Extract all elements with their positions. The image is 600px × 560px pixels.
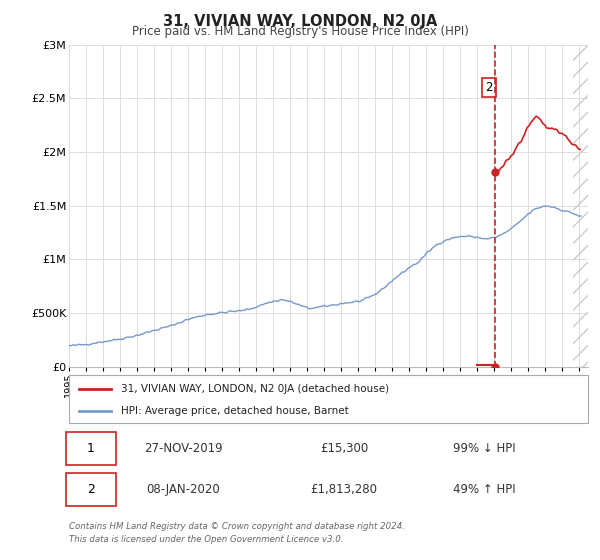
Text: 2: 2: [87, 483, 95, 496]
Text: 08-JAN-2020: 08-JAN-2020: [146, 483, 220, 496]
Text: HPI: Average price, detached house, Barnet: HPI: Average price, detached house, Barn…: [121, 406, 349, 416]
Text: 99% ↓ HPI: 99% ↓ HPI: [453, 442, 515, 455]
Text: 31, VIVIAN WAY, LONDON, N2 0JA: 31, VIVIAN WAY, LONDON, N2 0JA: [163, 14, 437, 29]
Text: Price paid vs. HM Land Registry's House Price Index (HPI): Price paid vs. HM Land Registry's House …: [131, 25, 469, 38]
Text: 27-NOV-2019: 27-NOV-2019: [144, 442, 223, 455]
Text: £15,300: £15,300: [320, 442, 368, 455]
Bar: [572, 45, 588, 367]
FancyBboxPatch shape: [67, 473, 116, 506]
FancyBboxPatch shape: [69, 375, 588, 423]
FancyBboxPatch shape: [67, 432, 116, 465]
Text: Contains HM Land Registry data © Crown copyright and database right 2024.: Contains HM Land Registry data © Crown c…: [69, 522, 405, 531]
Text: 31, VIVIAN WAY, LONDON, N2 0JA (detached house): 31, VIVIAN WAY, LONDON, N2 0JA (detached…: [121, 384, 389, 394]
Text: £1,813,280: £1,813,280: [311, 483, 377, 496]
Text: 2: 2: [485, 81, 493, 94]
Text: 1: 1: [87, 442, 95, 455]
Text: 49% ↑ HPI: 49% ↑ HPI: [453, 483, 515, 496]
Text: This data is licensed under the Open Government Licence v3.0.: This data is licensed under the Open Gov…: [69, 535, 343, 544]
